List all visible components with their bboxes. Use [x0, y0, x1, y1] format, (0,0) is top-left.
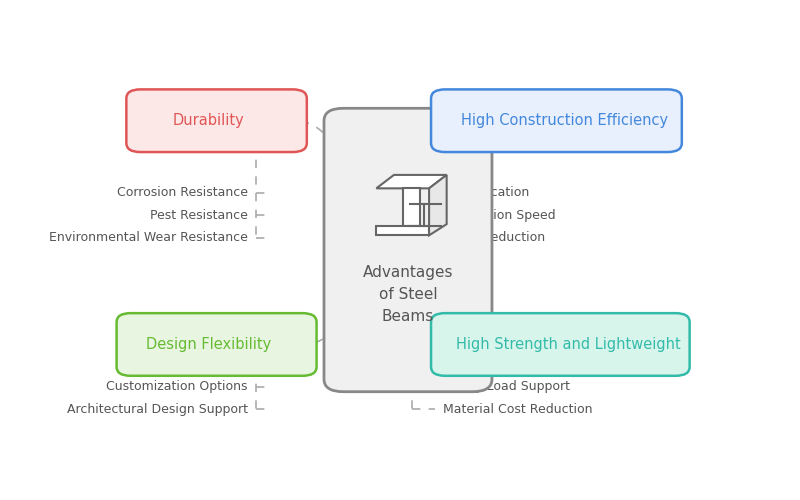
Polygon shape: [429, 175, 446, 236]
Text: Material Cost Reduction: Material Cost Reduction: [443, 402, 593, 415]
Polygon shape: [402, 188, 420, 226]
FancyBboxPatch shape: [117, 313, 317, 376]
Text: Corrosion Resistance: Corrosion Resistance: [117, 186, 248, 200]
Text: Prefabrication: Prefabrication: [443, 186, 530, 200]
Text: Architectural Design Support: Architectural Design Support: [67, 402, 248, 415]
Text: High Construction Efficiency: High Construction Efficiency: [461, 113, 668, 128]
Polygon shape: [376, 226, 429, 235]
Text: Advantages
of Steel
Beams: Advantages of Steel Beams: [362, 265, 454, 324]
Text: Installation Speed: Installation Speed: [443, 208, 556, 222]
Text: Labor Reduction: Labor Reduction: [443, 231, 546, 244]
Polygon shape: [376, 175, 446, 188]
FancyBboxPatch shape: [431, 313, 690, 376]
FancyBboxPatch shape: [431, 90, 682, 152]
Text: High Strength and Lightweight: High Strength and Lightweight: [456, 337, 681, 352]
FancyBboxPatch shape: [324, 108, 492, 392]
FancyBboxPatch shape: [126, 90, 307, 152]
Text: Environmental Wear Resistance: Environmental Wear Resistance: [49, 231, 248, 244]
Text: Pest Resistance: Pest Resistance: [150, 208, 248, 222]
Text: Customization Options: Customization Options: [106, 380, 248, 393]
Text: Durability: Durability: [173, 113, 245, 128]
Text: Heavy Load Support: Heavy Load Support: [443, 380, 570, 393]
Text: Design Flexibility: Design Flexibility: [146, 337, 271, 352]
